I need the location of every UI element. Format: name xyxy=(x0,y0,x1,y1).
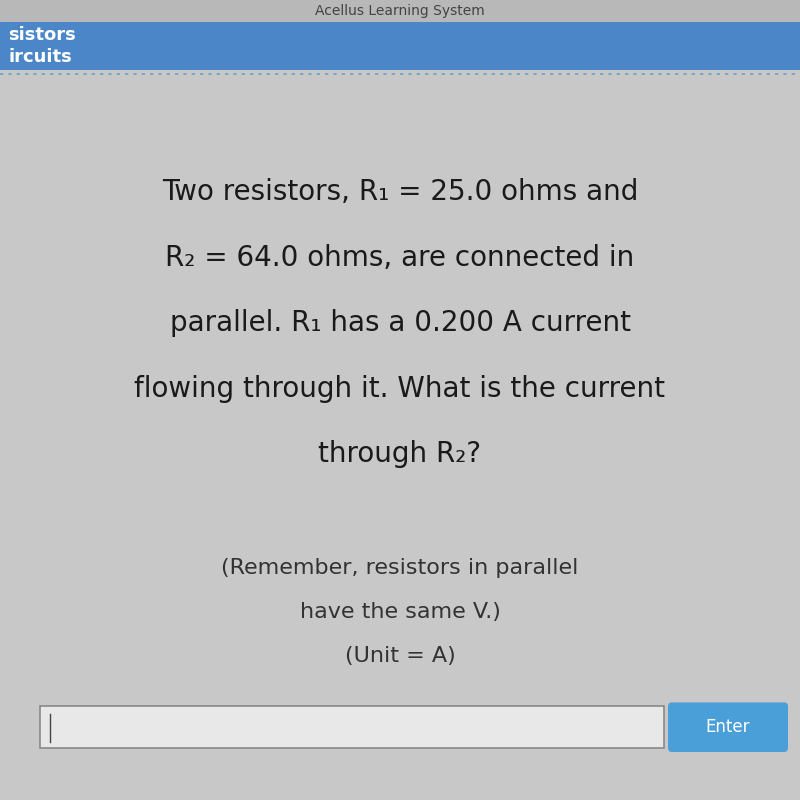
Text: R₂ = 64.0 ohms, are connected in: R₂ = 64.0 ohms, are connected in xyxy=(166,243,634,271)
FancyBboxPatch shape xyxy=(0,0,800,22)
FancyBboxPatch shape xyxy=(668,702,788,752)
Text: ircuits: ircuits xyxy=(8,47,72,66)
Text: (Unit = A): (Unit = A) xyxy=(345,646,455,666)
Text: Two resistors, R₁ = 25.0 ohms and: Two resistors, R₁ = 25.0 ohms and xyxy=(162,178,638,206)
FancyBboxPatch shape xyxy=(40,706,664,748)
Text: flowing through it. What is the current: flowing through it. What is the current xyxy=(134,374,666,403)
Text: parallel. R₁ has a 0.200 A current: parallel. R₁ has a 0.200 A current xyxy=(170,310,630,338)
Text: Enter: Enter xyxy=(706,718,750,736)
Text: Acellus Learning System: Acellus Learning System xyxy=(315,4,485,18)
Text: have the same V.): have the same V.) xyxy=(299,602,501,622)
Text: sistors: sistors xyxy=(8,26,76,45)
FancyBboxPatch shape xyxy=(0,22,800,70)
Text: through R₂?: through R₂? xyxy=(318,440,482,468)
Text: (Remember, resistors in parallel: (Remember, resistors in parallel xyxy=(222,558,578,578)
